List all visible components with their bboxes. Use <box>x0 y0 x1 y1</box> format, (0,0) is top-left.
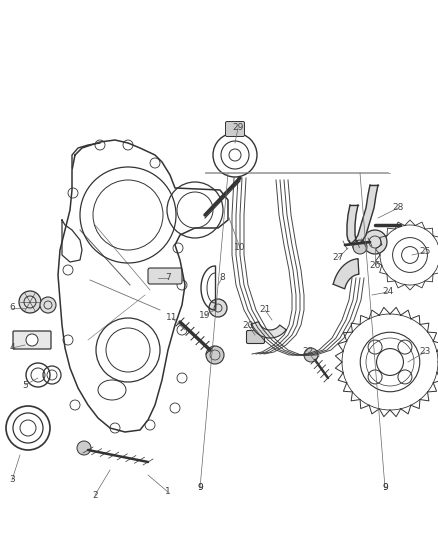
Text: 28: 28 <box>392 204 404 213</box>
Text: 19: 19 <box>199 311 211 319</box>
Text: 4: 4 <box>9 343 15 352</box>
Circle shape <box>209 299 227 317</box>
Text: 8: 8 <box>219 273 225 282</box>
Text: 1: 1 <box>165 488 171 497</box>
FancyBboxPatch shape <box>148 268 182 284</box>
Text: 9: 9 <box>197 483 203 492</box>
Text: 27: 27 <box>332 254 344 262</box>
Text: 5: 5 <box>22 381 28 390</box>
Text: 25: 25 <box>419 247 431 256</box>
Text: 23: 23 <box>419 348 431 357</box>
Circle shape <box>19 291 41 313</box>
Circle shape <box>304 348 318 362</box>
Polygon shape <box>333 259 359 289</box>
Text: 6: 6 <box>9 303 15 312</box>
Circle shape <box>363 230 387 254</box>
Text: 22: 22 <box>302 348 314 357</box>
Circle shape <box>206 346 224 364</box>
Text: 29: 29 <box>232 124 244 133</box>
Text: 2: 2 <box>92 490 98 499</box>
Text: 11: 11 <box>166 313 178 322</box>
Polygon shape <box>251 322 286 338</box>
Circle shape <box>40 297 56 313</box>
Text: 9: 9 <box>382 483 388 492</box>
Text: 10: 10 <box>234 244 246 253</box>
FancyBboxPatch shape <box>226 122 244 136</box>
Circle shape <box>26 334 38 346</box>
Text: 9: 9 <box>197 483 203 492</box>
Text: 9: 9 <box>382 483 388 492</box>
Circle shape <box>77 441 91 455</box>
Text: 21: 21 <box>259 305 271 314</box>
Text: 26: 26 <box>369 261 381 270</box>
Circle shape <box>353 240 367 254</box>
FancyBboxPatch shape <box>13 331 51 349</box>
Text: 24: 24 <box>382 287 394 296</box>
FancyBboxPatch shape <box>247 330 265 343</box>
Text: 7: 7 <box>165 273 171 282</box>
Polygon shape <box>347 185 378 243</box>
Text: 3: 3 <box>9 475 15 484</box>
Text: 20: 20 <box>242 320 254 329</box>
